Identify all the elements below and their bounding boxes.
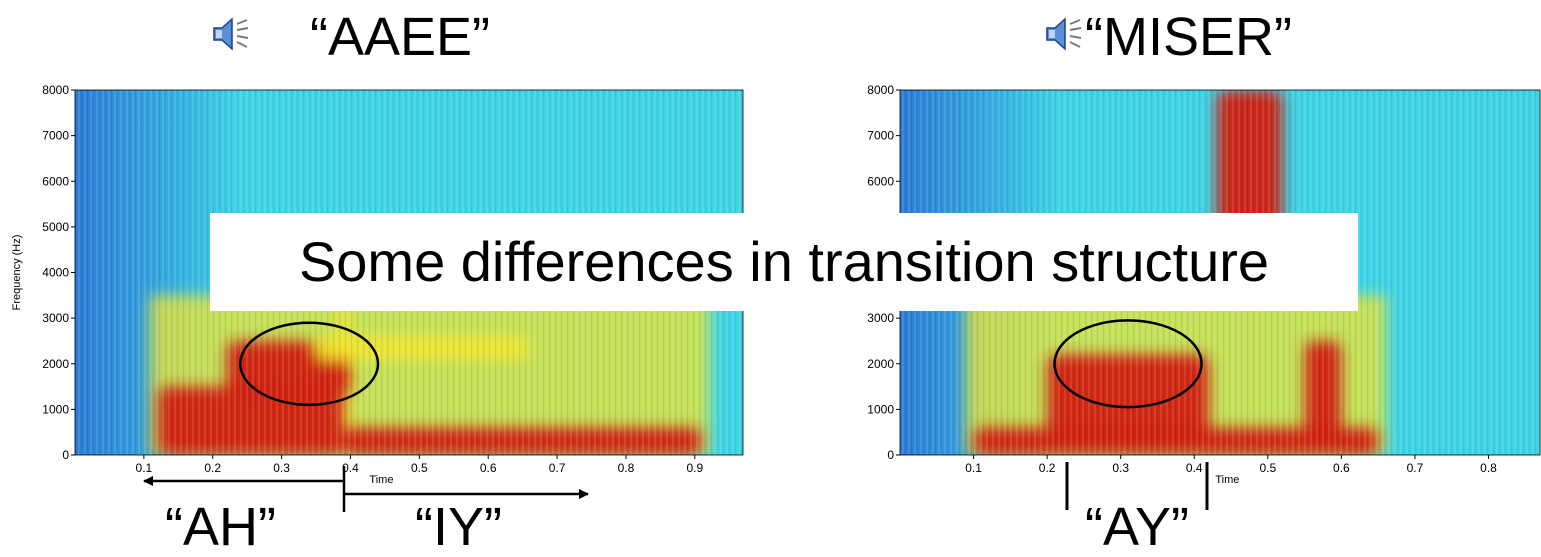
y-tick-label: 4000 (42, 266, 69, 280)
x-tick-label: 0.9 (686, 461, 703, 475)
y-tick-label: 8000 (42, 83, 69, 97)
y-tick-label: 2000 (42, 357, 69, 371)
x-tick-label: 0.3 (1112, 461, 1129, 475)
transition-callout: Some differences in transition structure (210, 213, 1358, 311)
y-tick-label: 7000 (867, 129, 894, 143)
y-tick-label: 5000 (42, 220, 69, 234)
spectrogram-chart-miser: 0 1000 2000 3000 6000 7000 8000 0.1 0.2 0.3 0.4 0.5… (867, 83, 1541, 486)
segment-label-iy: “IY” (415, 497, 502, 557)
speaker-icon[interactable] (210, 14, 250, 54)
x-tick-label: 0.6 (1333, 461, 1350, 475)
y-tick-label: 0 (887, 448, 894, 462)
y-tick-label: 3000 (42, 311, 69, 325)
x-tick-label: 0.4 (342, 461, 359, 475)
x-tick-label: 0.5 (1259, 461, 1276, 475)
y-tick-label: 6000 (42, 174, 69, 188)
x-tick-label: 0.1 (136, 461, 153, 475)
speaker-icon[interactable] (1043, 14, 1083, 54)
x-tick-label: 0.2 (1039, 461, 1056, 475)
x-tick-label: 0.3 (273, 461, 290, 475)
y-tick-label: 2000 (867, 357, 894, 371)
x-tick-label: 0.8 (1480, 461, 1497, 475)
x-tick-label: 0.6 (480, 461, 497, 475)
transition-highlight-ellipse (1053, 319, 1203, 409)
spectrogram-panel-miser: 0 1000 2000 3000 6000 7000 8000 0.1 0.2 0.3 0.4 0.5… (830, 80, 1541, 490)
x-tick-label: 0.1 (965, 461, 982, 475)
chart-title-aaee: “AAEE” (310, 7, 491, 67)
y-tick-label: 1000 (42, 402, 69, 416)
y-tick-label: 1000 (867, 402, 894, 416)
segment-label-ay: “AY” (1085, 497, 1189, 557)
y-axis-label: Frequency (Hz) (11, 235, 23, 311)
x-tick-label: 0.8 (618, 461, 635, 475)
y-tick-label: 3000 (867, 311, 894, 325)
y-tick-label: 0 (62, 448, 69, 462)
x-tick-label: 0.7 (549, 461, 566, 475)
y-tick-label: 6000 (867, 174, 894, 188)
x-tick-label: 0.2 (204, 461, 221, 475)
y-tick-label: 8000 (867, 83, 894, 97)
spectrogram-image (900, 90, 1540, 455)
x-tick-label: 0.4 (1186, 461, 1203, 475)
x-tick-label: 0.7 (1407, 461, 1424, 475)
x-axis-label: Time (369, 474, 393, 486)
x-tick-label: 0.5 (411, 461, 428, 475)
segment-label-ah: “AH” (165, 497, 276, 557)
transition-highlight-ellipse (239, 321, 380, 407)
y-tick-label: 7000 (42, 129, 69, 143)
chart-title-miser: “MISER” (1085, 7, 1292, 67)
x-axis-label: Time (1215, 474, 1239, 486)
